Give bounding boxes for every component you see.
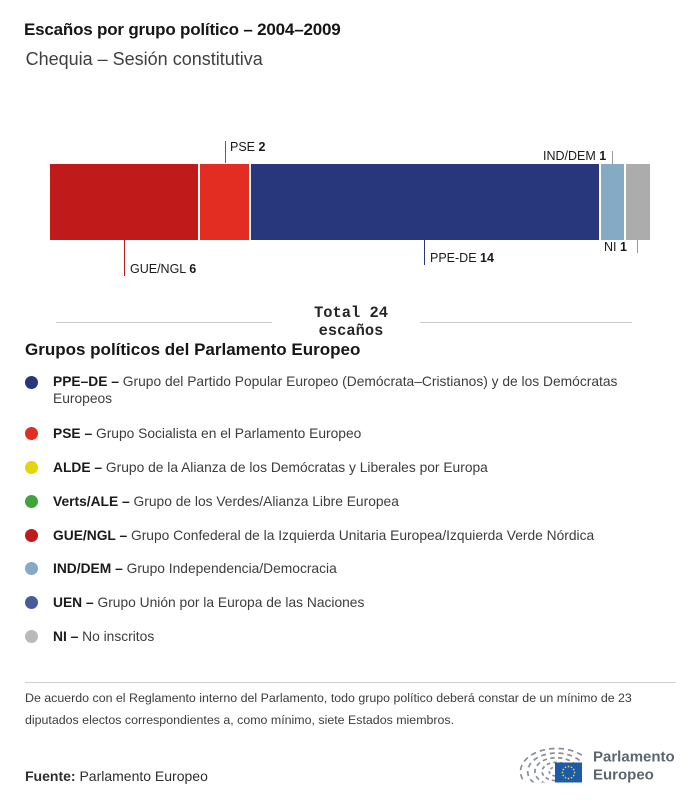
svg-text:Europeo: Europeo: [593, 767, 654, 784]
svg-text:Parlamento: Parlamento: [593, 749, 675, 766]
